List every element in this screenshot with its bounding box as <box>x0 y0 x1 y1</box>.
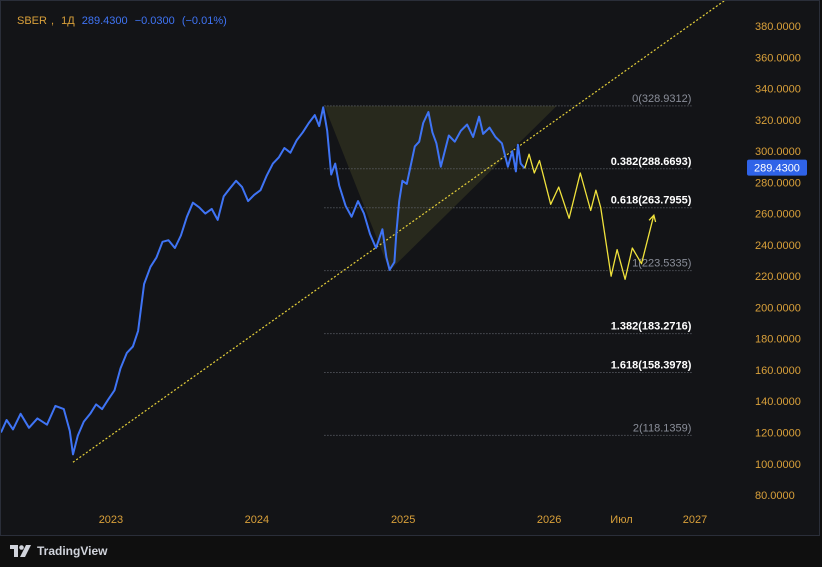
y-tick-label: 360.0000 <box>755 52 801 64</box>
y-tick-label: 80.0000 <box>755 490 795 502</box>
x-tick-label: 2025 <box>391 514 415 526</box>
x-tick-label: Июл <box>610 514 632 526</box>
y-tick-label: 320.0000 <box>755 115 801 127</box>
y-axis[interactable]: 80.0000 100.0000 120.0000 140.0000 160.0000 1… <box>755 21 801 502</box>
y-tick-label: 280.0000 <box>755 177 801 189</box>
last-price-tag-layer: 289.4300 <box>747 159 807 176</box>
last-price-tag <box>747 159 807 176</box>
brand[interactable]: TradingView <box>10 540 107 562</box>
header-change-percent: (−0.01%) <box>181 15 227 27</box>
trendline-layer <box>72 1 726 463</box>
fib-zone <box>324 105 557 271</box>
chart-canvas[interactable]: 0(328.9312) 0.382(288.6693) 0.618(263.7955… <box>1 1 821 537</box>
x-axis[interactable]: 2023 2024 2025 2026 Июл 2027 <box>99 514 708 526</box>
y-tick-label: 300.0000 <box>755 146 801 158</box>
fib-level-label: 1.618(158.3978) <box>611 359 692 371</box>
fib-level-label: 2(118.1359) <box>633 422 692 434</box>
y-tick-label: 340.0000 <box>755 84 801 96</box>
fib-zone-layer <box>324 105 557 271</box>
interval-label: 1Д <box>61 15 75 27</box>
y-tick-label: 140.0000 <box>755 396 801 408</box>
chart-frame[interactable]: 0(328.9312) 0.382(288.6693) 0.618(263.7955… <box>0 0 820 536</box>
y-tick-label: 240.0000 <box>755 240 801 252</box>
x-tick-label: 2023 <box>99 514 123 526</box>
x-tick-label: 2027 <box>683 514 707 526</box>
header-change: −0.0300 <box>134 15 175 27</box>
x-tick-label: 2024 <box>245 514 269 526</box>
y-tick-label: 100.0000 <box>755 459 801 471</box>
symbol-name: SBER <box>17 15 47 27</box>
y-tick-label: 160.0000 <box>755 365 801 377</box>
series-layer <box>1 106 657 456</box>
tradingview-logo-icon <box>10 545 31 557</box>
fib-levels-layer: 0(328.9312) 0.382(288.6693) 0.618(263.7955… <box>324 93 694 436</box>
price-line <box>1 106 526 456</box>
y-tick-label: 180.0000 <box>755 334 801 346</box>
fib-level-label: 0.382(288.6693) <box>611 156 692 168</box>
y-tick-label: 120.0000 <box>755 428 801 440</box>
fib-level-label: 1.382(183.2716) <box>611 321 692 333</box>
y-tick-label: 220.0000 <box>755 271 801 283</box>
fib-level-label: 0.618(263.7955) <box>611 195 692 207</box>
trendline <box>72 1 726 463</box>
projection-line <box>524 153 655 280</box>
header-price: 289.4300 <box>81 15 128 27</box>
brand-name: TradingView <box>37 544 108 558</box>
fib-level-label: 0(328.9312) <box>632 93 691 105</box>
fib-level-label: 1(223.5335) <box>632 258 691 270</box>
projection-arrowhead <box>648 213 657 223</box>
y-tick-label: 200.0000 <box>755 302 801 314</box>
symbol-header[interactable]: SBER, 1Д 289.4300 −0.0300 (−0.01%) <box>17 15 231 27</box>
x-tick-label: 2026 <box>537 514 561 526</box>
last-price-value: 289.4300 <box>754 163 800 175</box>
y-tick-label: 260.0000 <box>755 209 801 221</box>
header-separator: , <box>50 15 55 27</box>
y-tick-label: 380.0000 <box>755 21 801 33</box>
